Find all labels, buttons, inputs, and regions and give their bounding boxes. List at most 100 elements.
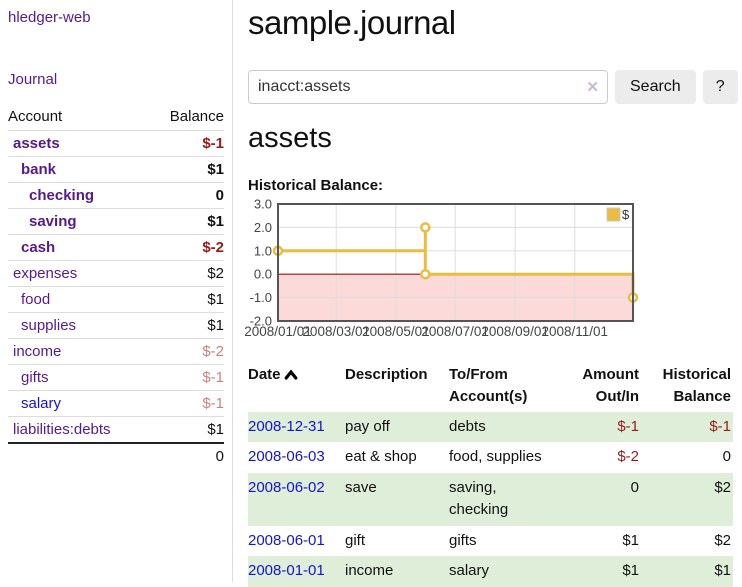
transaction-description: income: [345, 562, 394, 579]
register-table: Date Description To/From Account(s) Amou…: [248, 360, 733, 587]
account-balance: $1: [149, 312, 224, 339]
transaction-balance: 0: [722, 448, 731, 465]
accounts-header-balance: Balance: [169, 108, 224, 125]
svg-text:2008/09/01: 2008/09/01: [481, 324, 549, 339]
register-row[interactable]: 2008-06-02 save saving, checking 0 $2: [248, 472, 733, 526]
svg-text:3.0: 3.0: [254, 197, 272, 212]
search-button[interactable]: Search: [615, 70, 696, 104]
clear-search-icon[interactable]: ✕: [586, 79, 599, 96]
account-link-income[interactable]: income: [13, 343, 62, 360]
transaction-accounts: food, supplies: [449, 448, 542, 465]
register-header-date[interactable]: Date: [248, 360, 345, 412]
register-row[interactable]: 2008-01-01 income salary $1 $1: [248, 556, 733, 587]
account-balance: $2: [149, 260, 224, 287]
transaction-balance: $2: [714, 531, 731, 549]
svg-text:2008/03/01: 2008/03/01: [302, 324, 370, 339]
accounts-header-row: Account Balance: [8, 104, 224, 131]
register-row[interactable]: 2008-06-01 gift gifts $1 $2: [248, 526, 733, 557]
transaction-date-link[interactable]: 2008-06-01: [248, 531, 325, 549]
transaction-description: pay off: [345, 417, 390, 435]
transaction-description: save: [345, 478, 377, 496]
register-header-account: To/From Account(s): [449, 366, 528, 405]
svg-text:$: $: [622, 207, 630, 222]
account-balance: $1: [149, 156, 224, 183]
account-link-bank[interactable]: bank: [21, 161, 57, 178]
help-button[interactable]: ?: [702, 70, 738, 104]
account-row-food: food $1: [8, 286, 224, 313]
transaction-balance: $1: [714, 562, 731, 579]
transaction-accounts: saving, checking: [449, 478, 509, 519]
svg-text:-2.0: -2.0: [250, 314, 272, 329]
svg-text:2008/07/01: 2008/07/01: [421, 324, 489, 339]
account-row-salary: salary $-1: [8, 390, 224, 417]
account-link-checking[interactable]: checking: [29, 187, 95, 204]
transaction-amount: $1: [622, 531, 639, 549]
transaction-amount: $-1: [617, 417, 639, 435]
transaction-description: eat & shop: [345, 448, 417, 465]
account-balance: $1: [149, 208, 224, 235]
account-link-liabilities-debts[interactable]: liabilities:debts: [13, 421, 111, 438]
account-link-saving[interactable]: saving: [29, 213, 77, 230]
transaction-date-link[interactable]: 2008-06-03: [248, 448, 325, 465]
account-link-cash[interactable]: cash: [21, 239, 56, 256]
transaction-date-link[interactable]: 2008-06-02: [248, 478, 325, 496]
account-balance: $-2: [149, 338, 224, 365]
account-balance: $-1: [149, 130, 224, 157]
account-link-gifts[interactable]: gifts: [21, 369, 49, 386]
transaction-accounts: salary: [449, 562, 490, 579]
search-form: ✕ Search ?: [248, 70, 738, 104]
transaction-accounts: debts: [449, 417, 486, 435]
transaction-date-link[interactable]: 2008-01-01: [248, 562, 325, 579]
svg-text:2008/11/01: 2008/11/01: [541, 324, 608, 339]
account-row-gifts: gifts $-1: [8, 364, 224, 391]
accounts-total-value: 0: [149, 442, 224, 469]
account-balance: $1: [149, 286, 224, 313]
account-balance: $1: [149, 416, 224, 443]
chart-title: Historical Balance:: [248, 177, 384, 194]
account-row-expenses: expenses $2: [8, 260, 224, 287]
account-row-bank: bank $1: [8, 156, 224, 183]
sidebar: hledger-web Journal Account Balance asse…: [0, 0, 233, 582]
account-link-food[interactable]: food: [21, 291, 51, 308]
account-link-supplies[interactable]: supplies: [21, 317, 77, 334]
account-link-expenses[interactable]: expenses: [13, 265, 78, 282]
sort-ascending-icon: [284, 365, 298, 387]
chart-canvas: $3.0 2.0 1.0 0.0 -1.0 -2.02008/01/012008/03/0…: [244, 197, 639, 339]
transaction-balance: $2: [714, 478, 731, 496]
transaction-balance: $-1: [709, 417, 731, 435]
register-row[interactable]: 2008-06-03 eat & shop food, supplies $-2…: [248, 442, 733, 473]
account-balance: $-1: [149, 364, 224, 391]
account-link-assets[interactable]: assets: [13, 135, 60, 152]
account-row-cash: cash $-2: [8, 234, 224, 261]
account-balance: $-1: [149, 390, 224, 417]
svg-text:0.0: 0.0: [254, 267, 272, 282]
svg-text:2008/05/01: 2008/05/01: [362, 324, 430, 339]
search-input[interactable]: [248, 70, 608, 104]
account-row-assets: assets $-1: [8, 130, 224, 157]
register-header-row: Date Description To/From Account(s) Amou…: [248, 360, 733, 412]
transaction-accounts: gifts: [449, 531, 477, 549]
account-heading: assets: [248, 122, 332, 154]
register-row[interactable]: 2008-12-31 pay off debts $-1 $-1: [248, 411, 733, 442]
transaction-date-link[interactable]: 2008-12-31: [248, 417, 325, 435]
transaction-amount: $-2: [617, 448, 639, 465]
account-balance: 0: [149, 182, 224, 209]
register-header-description: Description: [345, 366, 428, 383]
transaction-description: gift: [345, 531, 366, 549]
register-header-amount: Amount Out/In: [582, 366, 639, 405]
account-row-saving: saving $1: [8, 208, 224, 235]
app-title-link[interactable]: hledger-web: [8, 9, 91, 26]
historical-balance-chart: $3.0 2.0 1.0 0.0 -1.0 -2.0 2008/01/01 2008/03/0…: [244, 197, 639, 348]
accounts-total-row: 0: [8, 442, 224, 469]
accounts-table: Account Balance assets $-1 bank $1 check…: [8, 104, 224, 469]
account-row-checking: checking 0: [8, 182, 224, 209]
account-row-liabilities-debts: liabilities:debts $1: [8, 416, 224, 443]
svg-text:-1.0: -1.0: [250, 290, 272, 305]
register-header-balance: Historical Balance: [662, 366, 731, 405]
transaction-amount: 0: [630, 478, 639, 496]
sidebar-item-journal[interactable]: Journal: [8, 71, 58, 88]
account-row-supplies: supplies $1: [8, 312, 224, 339]
svg-text:1.0: 1.0: [254, 243, 272, 258]
accounts-header-account: Account: [8, 108, 63, 125]
account-link-salary[interactable]: salary: [21, 395, 62, 412]
